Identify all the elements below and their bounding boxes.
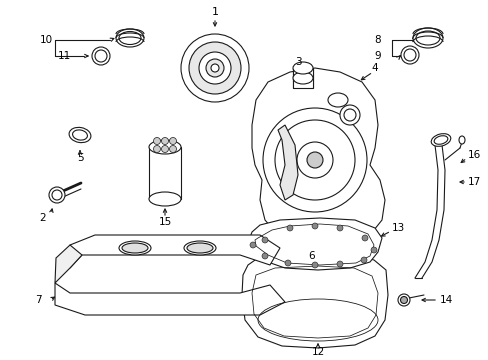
Text: 16: 16	[467, 150, 480, 160]
Polygon shape	[70, 235, 280, 268]
Polygon shape	[55, 245, 82, 283]
Ellipse shape	[292, 72, 312, 84]
Circle shape	[169, 138, 176, 144]
Circle shape	[263, 108, 366, 212]
Circle shape	[262, 253, 267, 259]
Text: 7: 7	[35, 295, 41, 305]
Polygon shape	[278, 125, 297, 200]
Ellipse shape	[149, 140, 181, 154]
Circle shape	[153, 145, 160, 153]
Circle shape	[311, 262, 317, 268]
Ellipse shape	[122, 243, 148, 253]
Circle shape	[400, 46, 418, 64]
Circle shape	[397, 294, 409, 306]
Text: 9: 9	[373, 51, 380, 61]
Ellipse shape	[433, 136, 447, 144]
Ellipse shape	[412, 28, 442, 48]
Circle shape	[49, 187, 65, 203]
Circle shape	[296, 142, 332, 178]
Circle shape	[339, 105, 359, 125]
Text: 11: 11	[58, 51, 71, 61]
Ellipse shape	[119, 31, 141, 45]
Text: 5: 5	[77, 153, 83, 163]
Circle shape	[336, 261, 342, 267]
Text: 17: 17	[467, 177, 480, 187]
Circle shape	[306, 152, 323, 168]
Circle shape	[274, 120, 354, 200]
Text: 3: 3	[294, 57, 301, 67]
Circle shape	[249, 242, 256, 248]
Circle shape	[52, 190, 62, 200]
Ellipse shape	[415, 31, 439, 45]
Circle shape	[343, 109, 355, 121]
Circle shape	[181, 34, 248, 102]
Ellipse shape	[72, 130, 87, 140]
Text: 6: 6	[307, 251, 314, 261]
Circle shape	[285, 260, 290, 266]
Text: 14: 14	[439, 295, 452, 305]
Circle shape	[153, 138, 160, 144]
Circle shape	[360, 257, 366, 263]
Ellipse shape	[430, 134, 450, 147]
Circle shape	[199, 52, 230, 84]
Polygon shape	[251, 68, 384, 248]
Ellipse shape	[292, 62, 312, 74]
Text: 1: 1	[211, 7, 218, 17]
Circle shape	[95, 50, 107, 62]
Ellipse shape	[186, 243, 213, 253]
Circle shape	[336, 225, 342, 231]
Circle shape	[361, 235, 367, 241]
Circle shape	[92, 47, 110, 65]
Circle shape	[161, 145, 168, 153]
Text: 4: 4	[371, 63, 378, 73]
Circle shape	[210, 64, 219, 72]
Circle shape	[161, 138, 168, 144]
Text: 8: 8	[373, 35, 380, 45]
Bar	[149, 147, 181, 199]
Polygon shape	[55, 283, 285, 315]
Polygon shape	[242, 252, 387, 348]
Text: 2: 2	[40, 213, 46, 223]
Ellipse shape	[183, 241, 216, 255]
Circle shape	[262, 237, 267, 243]
Text: 10: 10	[40, 35, 53, 45]
Ellipse shape	[116, 29, 143, 47]
Ellipse shape	[327, 93, 347, 107]
Text: 13: 13	[391, 223, 405, 233]
Circle shape	[286, 225, 292, 231]
Bar	[292, 68, 312, 88]
Ellipse shape	[149, 192, 181, 206]
Circle shape	[311, 223, 317, 229]
Polygon shape	[248, 218, 381, 270]
Circle shape	[403, 49, 415, 61]
Circle shape	[189, 42, 241, 94]
Circle shape	[169, 145, 176, 153]
Ellipse shape	[69, 127, 91, 143]
Text: 12: 12	[311, 347, 324, 357]
Circle shape	[370, 247, 376, 253]
Circle shape	[400, 297, 407, 303]
Circle shape	[205, 59, 224, 77]
Ellipse shape	[119, 241, 151, 255]
Ellipse shape	[458, 136, 464, 144]
Text: 15: 15	[158, 217, 171, 227]
